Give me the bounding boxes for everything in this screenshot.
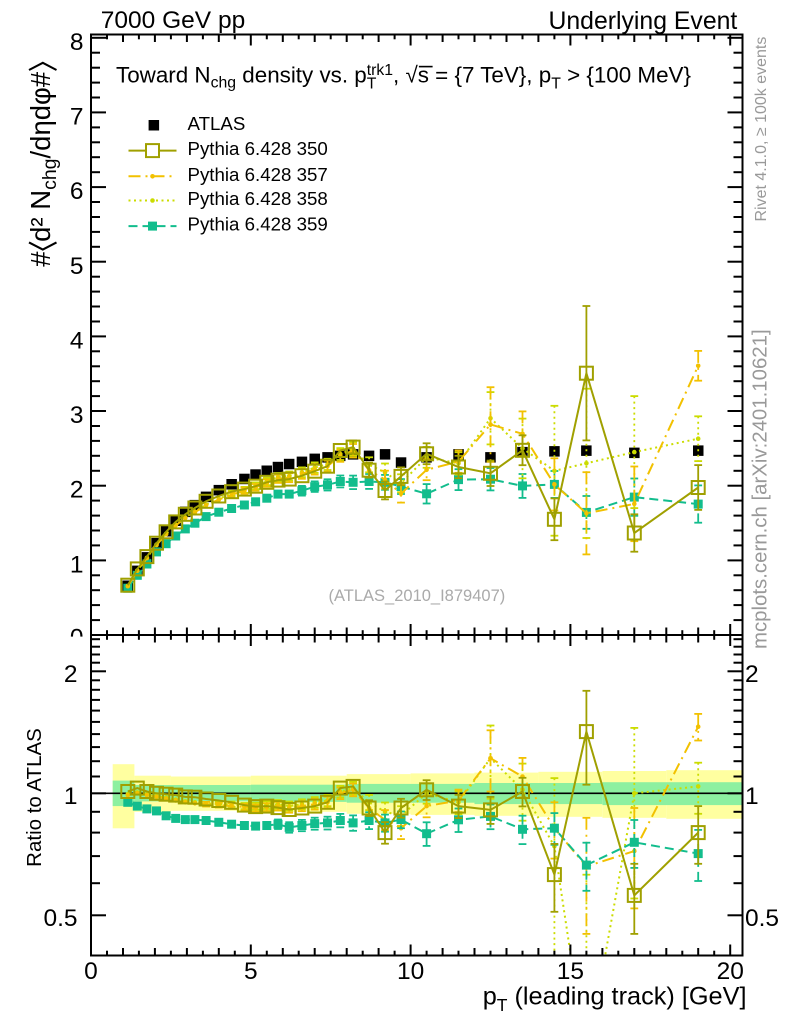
svg-text:mcplots.cern.ch [arXiv:2401.10: mcplots.cern.ch [arXiv:2401.10621] bbox=[750, 329, 772, 649]
svg-text:Rivet 4.1.0, ≥ 100k events: Rivet 4.1.0, ≥ 100k events bbox=[753, 37, 770, 222]
svg-text:2: 2 bbox=[64, 661, 78, 688]
svg-text:Ratio to ATLAS: Ratio to ATLAS bbox=[23, 728, 46, 867]
svg-text:20: 20 bbox=[717, 958, 744, 985]
svg-text:6: 6 bbox=[70, 178, 84, 205]
svg-text:1: 1 bbox=[70, 551, 84, 578]
svg-text:5: 5 bbox=[70, 253, 84, 280]
svg-text:Underlying Event: Underlying Event bbox=[548, 8, 737, 35]
svg-text:0.5: 0.5 bbox=[43, 905, 77, 932]
svg-text:4: 4 bbox=[70, 327, 84, 354]
svg-text:1: 1 bbox=[64, 783, 78, 810]
svg-text:0.5: 0.5 bbox=[745, 905, 779, 932]
svg-text:1: 1 bbox=[745, 783, 759, 810]
svg-text:10: 10 bbox=[397, 958, 424, 985]
svg-text:7: 7 bbox=[70, 103, 84, 130]
svg-text:(ATLAS_2010_I879407): (ATLAS_2010_I879407) bbox=[329, 587, 506, 605]
svg-text:0: 0 bbox=[84, 958, 98, 985]
svg-text:5: 5 bbox=[244, 958, 258, 985]
svg-text:pT (leading track) [GeV]: pT (leading track) [GeV] bbox=[483, 983, 747, 1016]
svg-text:ATLAS: ATLAS bbox=[188, 113, 246, 134]
svg-text:8: 8 bbox=[70, 29, 84, 56]
svg-text:2: 2 bbox=[70, 477, 84, 504]
svg-text:Pythia 6.428 359: Pythia 6.428 359 bbox=[188, 214, 328, 235]
svg-text:Pythia 6.428 358: Pythia 6.428 358 bbox=[188, 188, 328, 209]
svg-text:Pythia 6.428 350: Pythia 6.428 350 bbox=[188, 138, 328, 159]
svg-text:3: 3 bbox=[70, 402, 84, 429]
svg-text:7000 GeV pp: 7000 GeV pp bbox=[101, 7, 245, 34]
svg-text:Pythia 6.428 357: Pythia 6.428 357 bbox=[188, 164, 328, 185]
svg-text:2: 2 bbox=[745, 661, 759, 688]
svg-text:15: 15 bbox=[557, 958, 584, 985]
